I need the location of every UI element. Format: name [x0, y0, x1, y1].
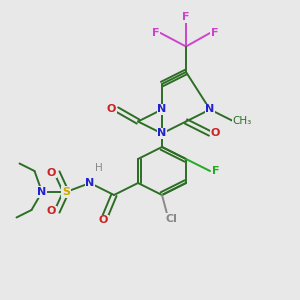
Text: N: N: [85, 178, 94, 188]
Text: H: H: [95, 163, 103, 173]
Text: N: N: [158, 128, 166, 139]
Text: F: F: [211, 28, 218, 38]
Text: F: F: [152, 28, 160, 38]
Text: CH₃: CH₃: [233, 116, 252, 127]
Text: O: O: [107, 104, 116, 115]
Text: O: O: [47, 167, 56, 178]
Text: O: O: [47, 206, 56, 217]
Text: F: F: [212, 166, 219, 176]
Text: O: O: [211, 128, 220, 139]
Text: O: O: [99, 215, 108, 225]
Text: Cl: Cl: [165, 214, 177, 224]
Text: N: N: [38, 187, 46, 197]
Text: F: F: [182, 12, 190, 22]
Text: S: S: [62, 187, 70, 197]
Text: N: N: [206, 104, 214, 115]
Text: N: N: [158, 104, 166, 115]
